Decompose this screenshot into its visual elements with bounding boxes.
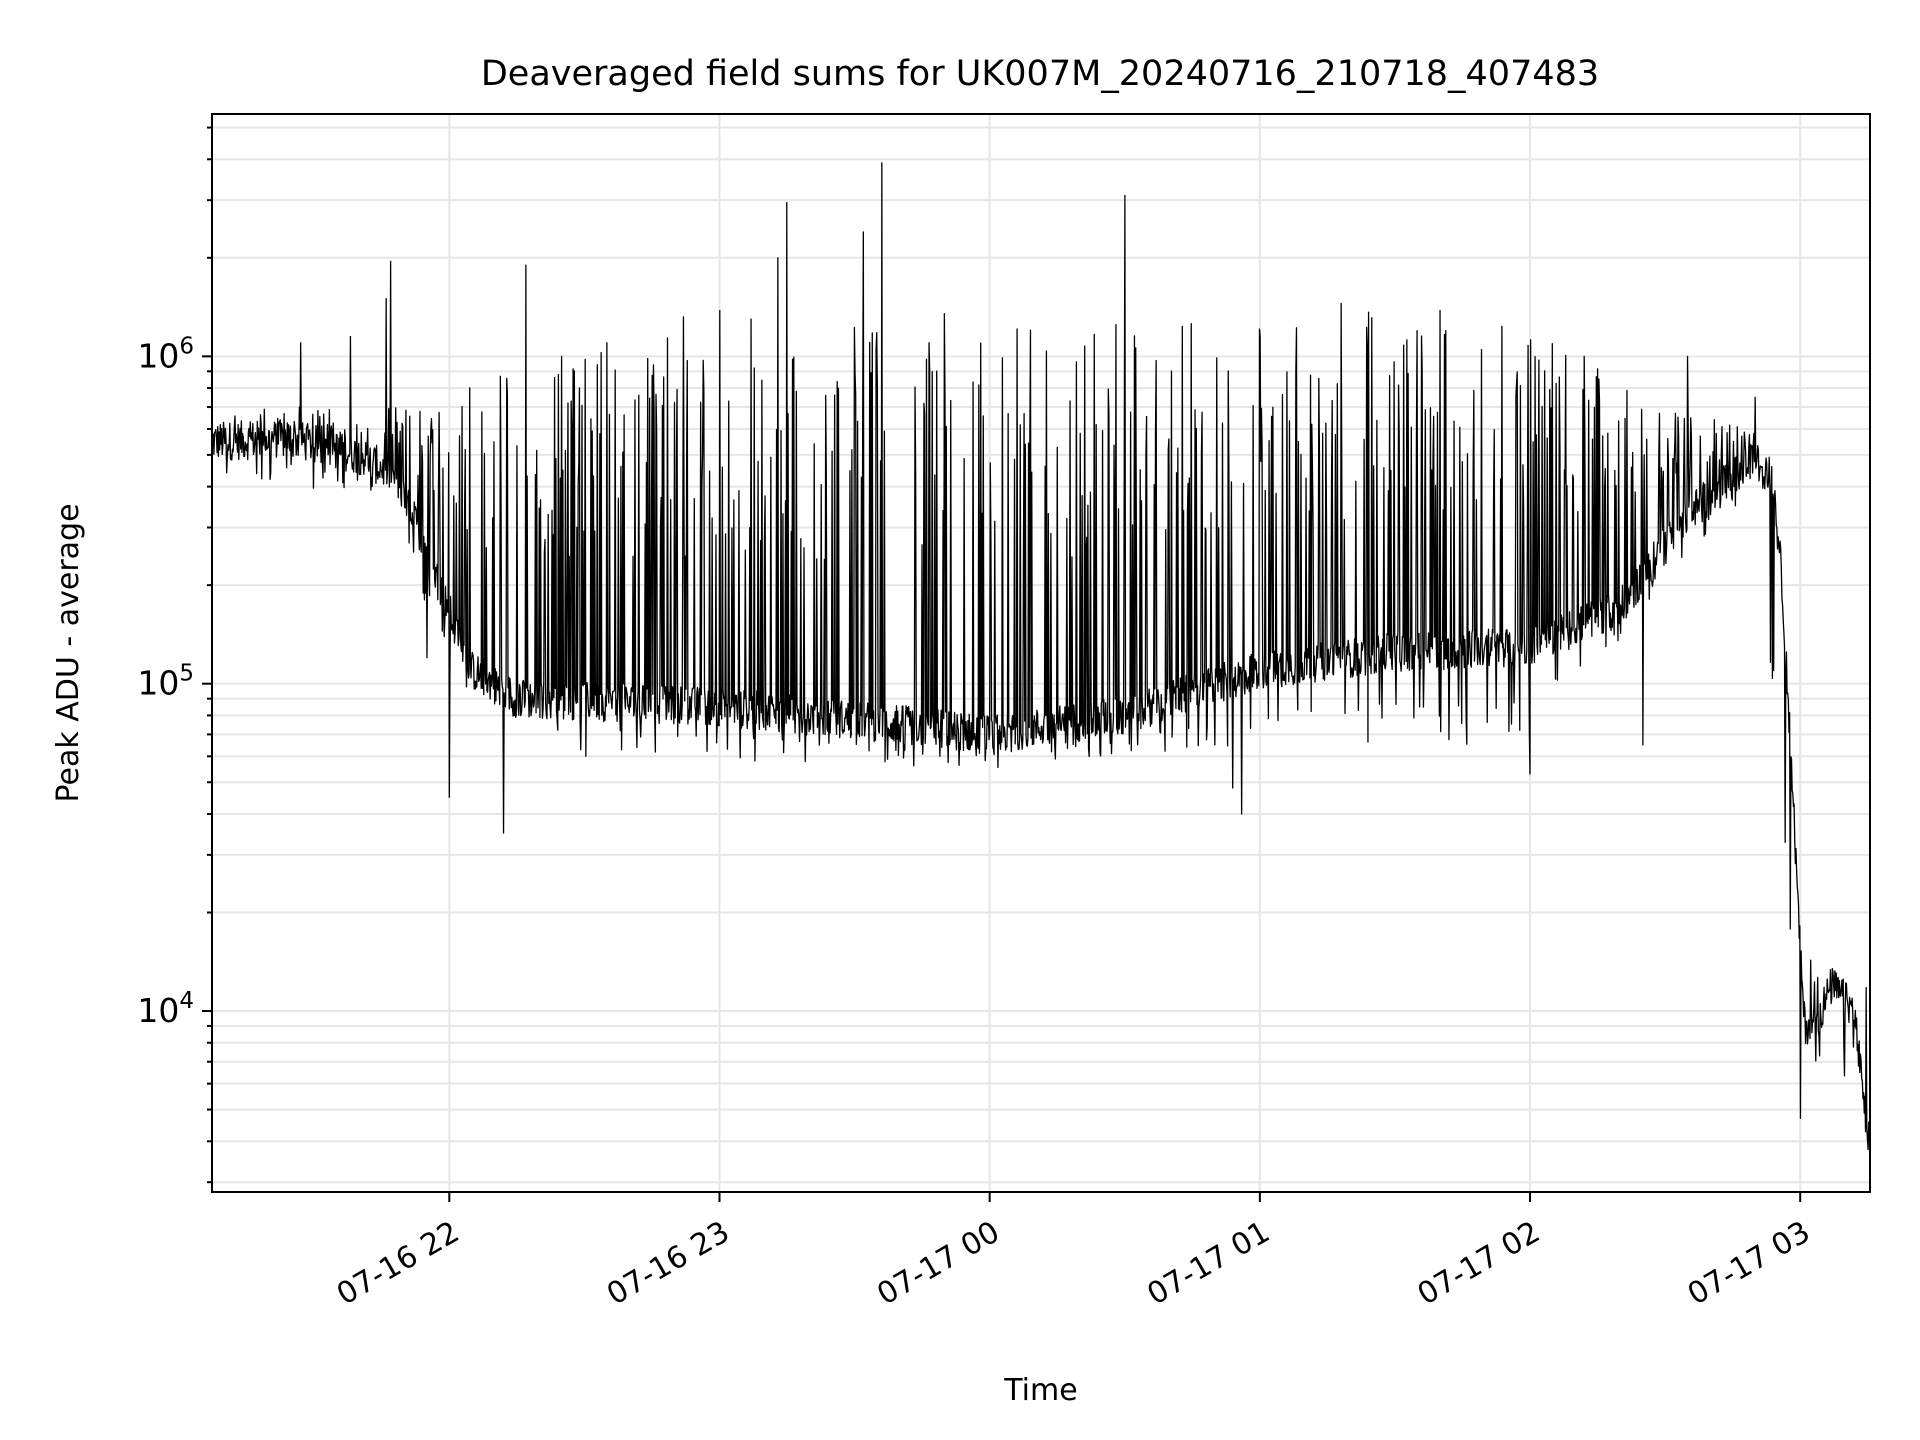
x-axis-label: Time bbox=[1003, 1373, 1077, 1408]
y-axis-label: Peak ADU - average bbox=[51, 503, 86, 802]
data-series-line bbox=[211, 162, 1871, 1151]
plot-frame bbox=[211, 113, 1871, 1193]
y-tick-label: 106 bbox=[137, 333, 194, 375]
chart-title: Deaveraged field sums for UK007M_2024071… bbox=[481, 54, 1599, 94]
series-layer bbox=[211, 162, 1871, 1151]
y-tick-label: 105 bbox=[137, 661, 194, 703]
y-tick-label: 104 bbox=[137, 988, 194, 1030]
